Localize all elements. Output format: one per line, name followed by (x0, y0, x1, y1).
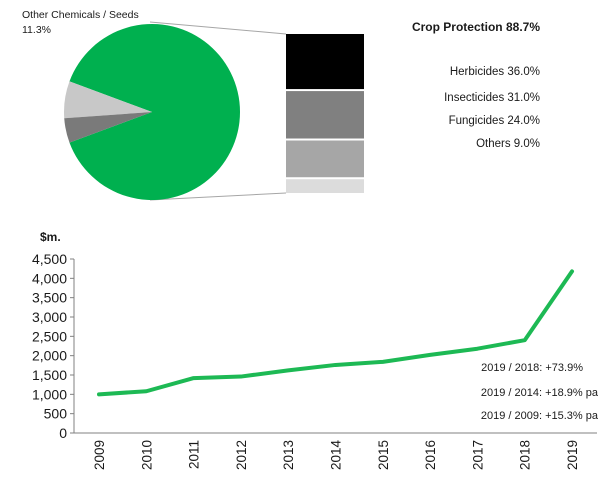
pie-connector-bottom (149, 192, 287, 201)
x-tick-label: 2018 (518, 440, 533, 470)
annotation-2019-vs-2009: 2019 / 2009: +15.3% pa (481, 410, 599, 422)
y-tick-label: 4,000 (32, 270, 67, 286)
pie-connector-top (149, 21, 287, 35)
annotation-2019-vs-2014: 2019 / 2014: +18.9% pa (481, 387, 599, 399)
line-chart-axes (73, 259, 597, 434)
data-point (334, 363, 337, 367)
crop-protection-breakdown: Herbicides 36.0% Insecticides 31.0% Fungic… (286, 34, 540, 193)
x-tick-label: 2010 (139, 440, 154, 470)
breakdown-segment-3 (286, 179, 364, 193)
x-tick-label: 2016 (423, 440, 438, 470)
x-tick-label: 2014 (329, 440, 344, 471)
data-point (381, 360, 385, 364)
crop-protection-label: Crop Protection 88.7% (412, 20, 540, 34)
breakdown-label-1: Insecticides 31.0% (444, 92, 540, 104)
x-tick-label: 2013 (281, 440, 296, 470)
data-point (428, 353, 432, 357)
data-point (239, 375, 243, 379)
y-tick-label: 2,000 (32, 348, 67, 364)
pie-other-label: Other Chemicals / Seeds (22, 9, 139, 21)
y-tick-label: 2,500 (32, 328, 67, 344)
breakdown-label-2: Fungicides 24.0% (449, 115, 540, 127)
data-point (144, 389, 148, 393)
data-point (97, 392, 101, 396)
breakdown-segment-0 (286, 34, 364, 90)
y-axis-unit-label: $m. (40, 230, 61, 244)
breakdown-label-0: Herbicides 36.0% (450, 66, 540, 78)
y-tick-label: 1,000 (32, 386, 67, 402)
y-tick-label: 3,000 (32, 309, 67, 325)
breakdown-segment-2 (286, 140, 364, 178)
y-tick-label: 3,500 (32, 290, 67, 306)
y-tick-label: 500 (44, 406, 68, 422)
data-point (523, 338, 527, 342)
data-point (192, 376, 196, 380)
x-tick-label: 2019 (565, 440, 580, 470)
pie-slice-other-dark (64, 112, 152, 143)
annotation-2019-vs-2018: 2019 / 2018: +73.9% (481, 362, 583, 374)
line-chart-series (97, 269, 574, 397)
y-tick-label: 0 (59, 425, 67, 441)
pie-chart (64, 21, 287, 201)
x-tick-label: 2012 (234, 440, 249, 470)
pie-other-pct: 11.3% (22, 24, 51, 36)
line-chart-ticks: 0 500 1,000 1,500 2,000 2,500 3,000 3,500 4,000 4… (32, 251, 580, 470)
y-tick-label: 1,500 (32, 367, 67, 383)
x-tick-label: 2009 (92, 440, 107, 470)
data-point (286, 368, 290, 372)
x-tick-label: 2017 (470, 440, 485, 470)
pie-slice-crop-protection (69, 23, 240, 200)
x-tick-label: 2015 (376, 440, 391, 470)
pie-slice-other-light (64, 81, 152, 119)
y-tick-label: 4,500 (32, 251, 67, 267)
breakdown-label-3: Others 9.0% (476, 138, 540, 150)
breakdown-segment-1 (286, 91, 364, 139)
data-point (570, 269, 574, 273)
series-line (97, 269, 574, 397)
data-point (475, 347, 479, 351)
x-tick-label: 2011 (187, 440, 202, 469)
